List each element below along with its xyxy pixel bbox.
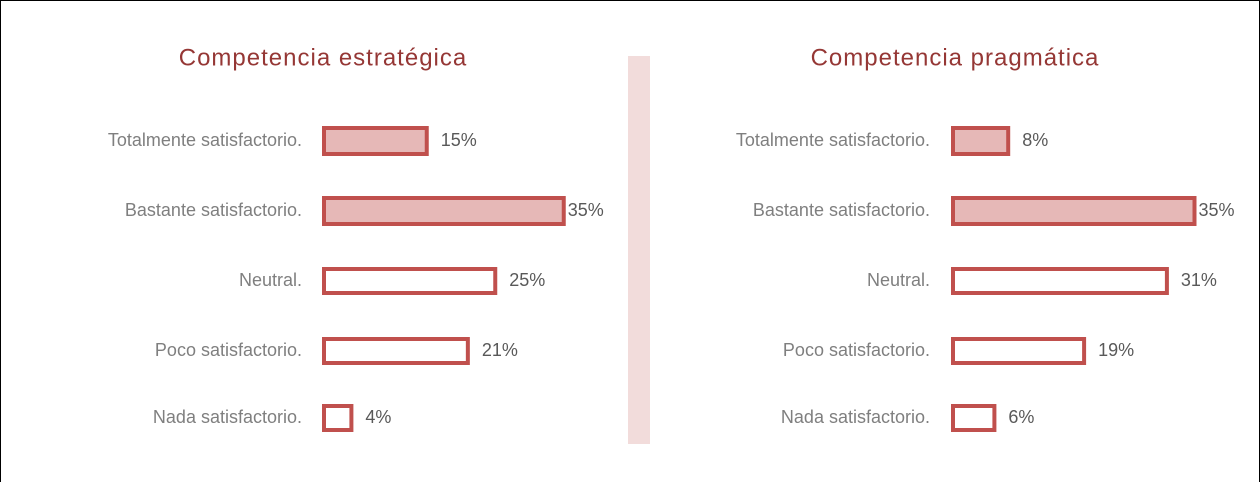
category-label: Neutral. xyxy=(867,270,930,290)
value-label: 4% xyxy=(365,407,391,427)
category-label: Poco satisfactorio. xyxy=(155,340,302,360)
category-label: Poco satisfactorio. xyxy=(783,340,930,360)
value-label: 21% xyxy=(482,340,518,360)
category-label: Totalmente satisfactorio. xyxy=(736,130,930,150)
chart-title: Competencia pragmática xyxy=(811,44,1100,71)
value-label: 31% xyxy=(1181,270,1217,290)
category-label: Bastante satisfactorio. xyxy=(753,200,930,220)
value-label: 8% xyxy=(1022,130,1048,150)
bar xyxy=(951,404,997,432)
value-label: 35% xyxy=(568,200,604,220)
value-label: 6% xyxy=(1008,407,1034,427)
bar xyxy=(322,126,429,156)
bar xyxy=(322,267,498,295)
bar xyxy=(322,404,354,432)
category-label: Totalmente satisfactorio. xyxy=(108,130,302,150)
bar xyxy=(951,126,1011,156)
category-label: Bastante satisfactorio. xyxy=(125,200,302,220)
bar xyxy=(951,196,1197,226)
bar xyxy=(322,337,470,365)
chart-title: Competencia estratégica xyxy=(179,44,467,71)
bar xyxy=(951,267,1169,295)
value-label: 19% xyxy=(1098,340,1134,360)
value-label: 35% xyxy=(1199,200,1235,220)
category-label: Neutral. xyxy=(239,270,302,290)
value-label: 15% xyxy=(441,130,477,150)
category-label: Nada satisfactorio. xyxy=(781,407,930,427)
bar xyxy=(951,337,1087,365)
value-label: 25% xyxy=(509,270,545,290)
bar xyxy=(322,196,566,226)
divider xyxy=(628,56,650,444)
category-label: Nada satisfactorio. xyxy=(153,407,302,427)
